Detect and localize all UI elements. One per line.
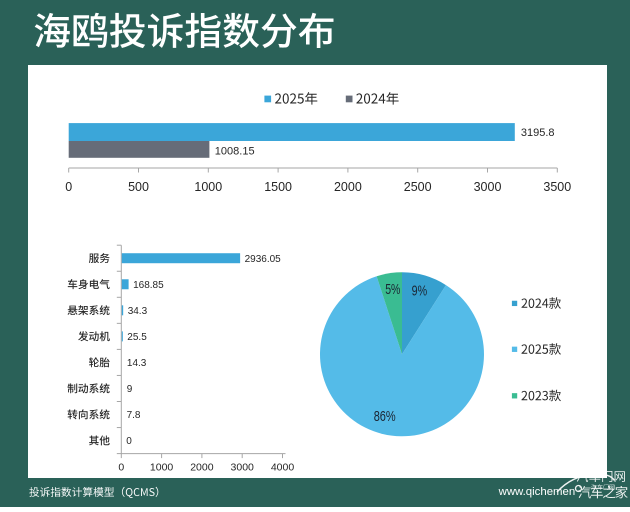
svg-text:9: 9 <box>127 384 133 395</box>
svg-text:1008.15: 1008.15 <box>215 145 255 157</box>
svg-text:14.3: 14.3 <box>127 358 147 369</box>
svg-text:25.5: 25.5 <box>127 332 147 343</box>
svg-text:7.8: 7.8 <box>127 410 141 421</box>
svg-text:0: 0 <box>118 461 124 473</box>
svg-text:2500: 2500 <box>404 180 432 194</box>
svg-text:0: 0 <box>65 180 72 194</box>
svg-text:0: 0 <box>126 436 132 447</box>
svg-text:500: 500 <box>128 180 149 194</box>
svg-text:3500: 3500 <box>543 180 571 194</box>
svg-text:9%: 9% <box>412 282 428 299</box>
svg-text:2000: 2000 <box>334 180 362 194</box>
svg-text:2936.05: 2936.05 <box>245 254 282 265</box>
svg-text:34.3: 34.3 <box>128 306 148 317</box>
svg-text:4000: 4000 <box>271 461 295 473</box>
svg-text:www.qichemen: www.qichemen <box>498 486 576 498</box>
svg-text:1000: 1000 <box>194 180 222 194</box>
svg-text:1000: 1000 <box>150 461 174 473</box>
svg-text:168.85: 168.85 <box>133 280 164 291</box>
svg-text:5%: 5% <box>385 281 400 298</box>
svg-text:86%: 86% <box>374 408 396 425</box>
svg-text:3000: 3000 <box>474 180 502 194</box>
svg-text:2000: 2000 <box>190 461 214 473</box>
svg-text:3195.8: 3195.8 <box>521 127 555 139</box>
svg-text:3000: 3000 <box>231 461 255 473</box>
svg-text:1500: 1500 <box>264 180 292 194</box>
